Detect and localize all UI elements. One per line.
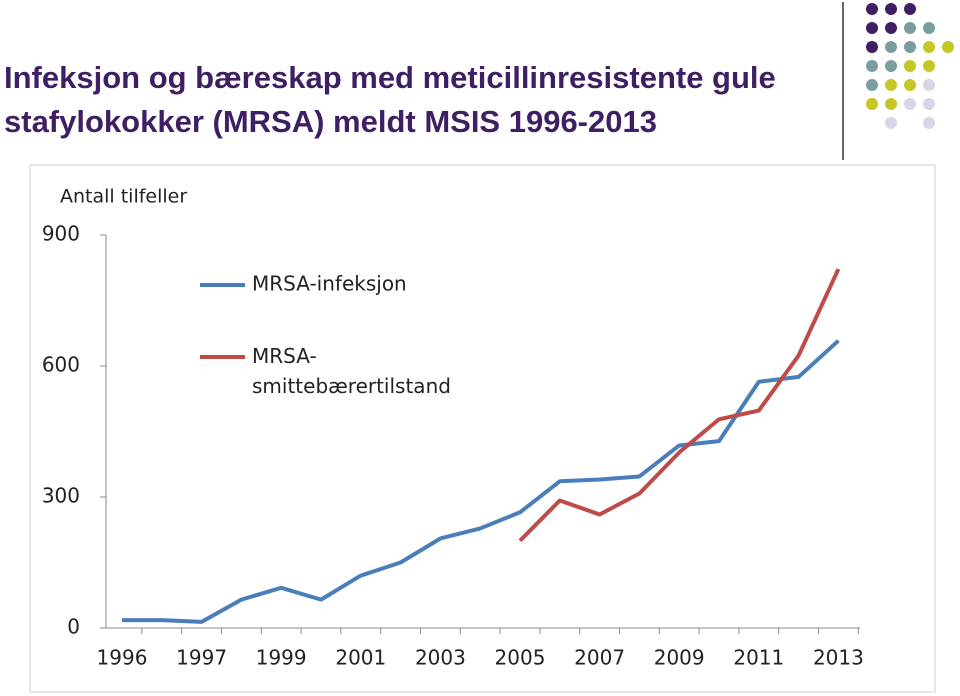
y-tick-label: 300 [42, 484, 80, 508]
x-tick-label: 1999 [256, 646, 307, 670]
series-line [122, 339, 840, 624]
x-tick-label: 2013 [813, 646, 864, 670]
slide-title: Infeksjon og bæreskap med meticillinresi… [4, 60, 776, 139]
y-tick-label: 900 [42, 222, 80, 246]
y-axis-label: Antall tilfeller [60, 186, 187, 208]
legend-label: MRSA-smittebærertilstand [252, 344, 451, 398]
x-tick-label: 1997 [176, 646, 227, 670]
x-tick-label: 2001 [335, 646, 386, 670]
x-tick-label: 2003 [415, 646, 466, 670]
x-tick-label: 2009 [654, 646, 705, 670]
chart-frame [29, 164, 936, 693]
x-tick-label: 1996 [97, 646, 148, 670]
decoration-dots [866, 3, 954, 129]
series-line [518, 268, 841, 543]
x-tick-label: 2011 [733, 646, 784, 670]
x-tick-label: 2005 [495, 646, 546, 670]
legend-label: MRSA-infeksjon [252, 272, 407, 296]
y-tick-label: 0 [67, 615, 80, 639]
x-tick-label: 2007 [574, 646, 625, 670]
y-tick-label: 600 [42, 353, 80, 377]
